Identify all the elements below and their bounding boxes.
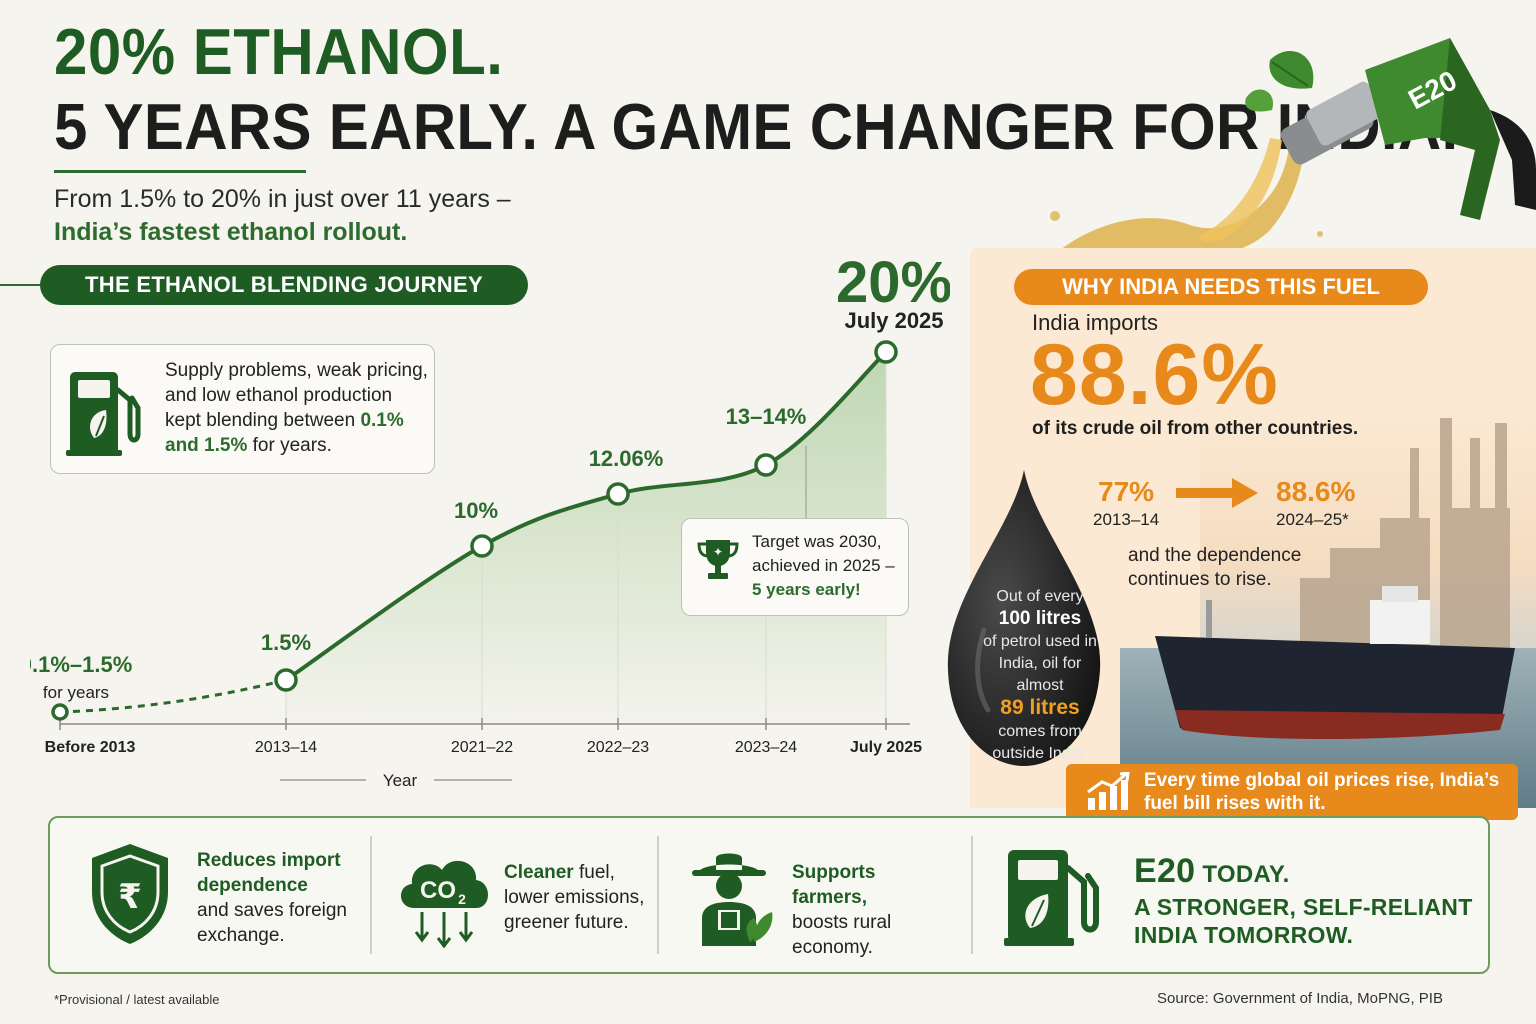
chart-data-label: 0.1%–1.5% <box>30 652 132 677</box>
import-year-2013: 2013–14 <box>1093 510 1160 529</box>
oil-drop-text: Out of every 100 litres of petrol used i… <box>983 588 1097 762</box>
chart-data-sublabel: for years <box>43 683 109 702</box>
chart-data-point <box>51 703 69 721</box>
chart-data-sublabel: July 2025 <box>844 308 943 333</box>
journey-section-title: THE ETHANOL BLENDING JOURNEY <box>40 265 528 305</box>
blending-line-chart: 0.1%–1.5% 1.5% 10% 12.06% 13–14% 20% for years… <box>30 250 950 790</box>
x-tick-label: 2022–23 <box>587 739 649 756</box>
import-share-2013: 77% <box>1098 476 1155 507</box>
import-year-2025: 2024–25* <box>1276 510 1349 529</box>
e20-headline: E20 TODAY. <box>1134 852 1290 890</box>
benefit-cleaner-text: Cleaner fuel, lower emissions, greener f… <box>504 862 645 933</box>
e20-fuel-pump-icon <box>1004 850 1099 946</box>
subtitle-line-2: India’s fastest ethanol rollout. <box>54 218 408 246</box>
chart-data-point <box>606 482 630 506</box>
chart-data-label: 1.5% <box>261 630 311 655</box>
oil-price-banner-text: Every time global oil prices rise, India… <box>1144 770 1500 814</box>
benefit-divider <box>657 836 659 954</box>
chart-area-fill <box>286 352 886 724</box>
e20-tagline: A STRONGER, SELF-RELIANT INDIA TOMORROW. <box>1134 894 1473 948</box>
fuel-nozzle-illustration: E20 <box>1050 38 1536 272</box>
x-tick-label: Before 2013 <box>45 739 136 756</box>
farmer-icon <box>692 853 773 946</box>
rupee-shield-icon: ₹ <box>92 844 168 944</box>
fuel-pump-leaf-icon <box>66 372 141 456</box>
benefit-divider <box>370 836 372 954</box>
svg-text:CO: CO <box>420 877 456 904</box>
svg-text:₹: ₹ <box>118 877 142 917</box>
leaf-icon <box>1269 50 1314 89</box>
chart-data-point <box>470 534 494 558</box>
chart-data-label: 13–14% <box>726 404 807 429</box>
import-share-2025: 88.6% <box>1276 476 1356 507</box>
headline-line-2: 5 YEARS EARLY. A GAME CHANGER FOR INDIA. <box>54 90 1459 164</box>
benefits-strip <box>48 816 1490 974</box>
chart-data-label: 12.06% <box>589 446 664 471</box>
chart-data-point <box>874 340 898 364</box>
why-section-title: WHY INDIA NEEDS THIS FUEL <box>1014 269 1428 305</box>
chart-data-label: 10% <box>454 498 498 523</box>
benefit-divider <box>971 836 973 954</box>
source-credit: Source: Government of India, MoPNG, PIB <box>1157 990 1443 1007</box>
arrow-right-icon <box>1176 478 1258 508</box>
history-info-text: Supply problems, weak pricing, and low e… <box>165 360 428 456</box>
trophy-icon: ✦ <box>697 540 739 579</box>
x-tick-label: July 2025 <box>850 739 922 756</box>
svg-text:✦: ✦ <box>713 545 723 559</box>
rising-chart-icon <box>1087 772 1130 810</box>
headline-line-1: 20% ETHANOL. <box>54 15 504 89</box>
why-india-panel <box>970 248 1536 808</box>
headline-underline <box>54 170 306 173</box>
x-tick-label: 2021–22 <box>451 739 513 756</box>
chart-data-point <box>754 453 778 477</box>
oil-price-banner <box>1066 764 1518 820</box>
subtitle-line-1: From 1.5% to 20% in just over 11 years – <box>54 185 511 213</box>
svg-text:2: 2 <box>458 891 466 907</box>
benefit-farmers-text: Supports farmers, boosts rural economy. <box>792 862 892 958</box>
dependence-text: and the dependence continues to rise. <box>1128 545 1302 590</box>
chart-data-label: 20% <box>836 250 950 315</box>
target-callout-text: Target was 2030, achieved in 2025 –5 yea… <box>752 532 895 599</box>
x-tick-label: 2013–14 <box>255 739 317 756</box>
import-share-caption: of its crude oil from other countries. <box>1032 418 1359 439</box>
chart-data-point <box>274 668 298 692</box>
section-accent-line <box>0 284 42 286</box>
x-tick-label: 2023–24 <box>735 739 797 756</box>
chart-dashed-segment <box>59 678 287 714</box>
import-share-value: 88.6% <box>1030 327 1279 423</box>
imports-label: India imports <box>1032 310 1158 335</box>
oil-drop-icon <box>947 470 1101 766</box>
refinery-and-tanker-illustration <box>970 248 1536 808</box>
benefit-import-text: Reduces import dependence and saves forei… <box>197 850 347 946</box>
x-axis-title: Year <box>383 771 418 790</box>
co2-cloud-icon: CO 2 <box>400 860 488 948</box>
footnote: *Provisional / latest available <box>54 992 220 1007</box>
